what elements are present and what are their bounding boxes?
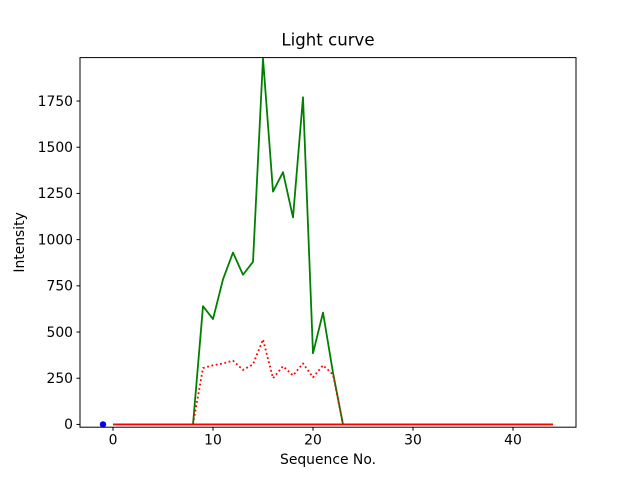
series-layer — [99, 57, 553, 428]
tick-layer: 0 10 20 30 40 0 250 500 750 1000 1250 1500 1750 — [38, 94, 522, 449]
y-tick-label: 1000 — [38, 232, 73, 248]
y-tick-label: 0 — [64, 417, 73, 433]
x-tick-label: 0 — [109, 433, 118, 449]
series-green-solid-curve — [192, 57, 344, 425]
y-tick-label: 1250 — [38, 186, 73, 202]
x-tick-label: 10 — [204, 433, 222, 449]
x-axis-label: Sequence No. — [280, 452, 376, 468]
series-red-dotted-curve — [192, 338, 344, 425]
x-tick-label: 30 — [404, 433, 422, 449]
x-tick-label: 40 — [504, 433, 522, 449]
y-tick-label: 750 — [46, 279, 73, 295]
chart-title: Light curve — [281, 31, 374, 50]
series-blue-point-marker — [99, 421, 107, 428]
y-tick-label: 1500 — [38, 140, 73, 156]
y-tick-label: 500 — [46, 325, 73, 341]
y-tick-label: 250 — [46, 371, 73, 387]
y-tick-label: 1750 — [38, 94, 73, 110]
plot-frame — [79, 57, 577, 428]
x-tick-label: 20 — [304, 433, 322, 449]
y-axis-label: Intensity — [12, 212, 28, 272]
